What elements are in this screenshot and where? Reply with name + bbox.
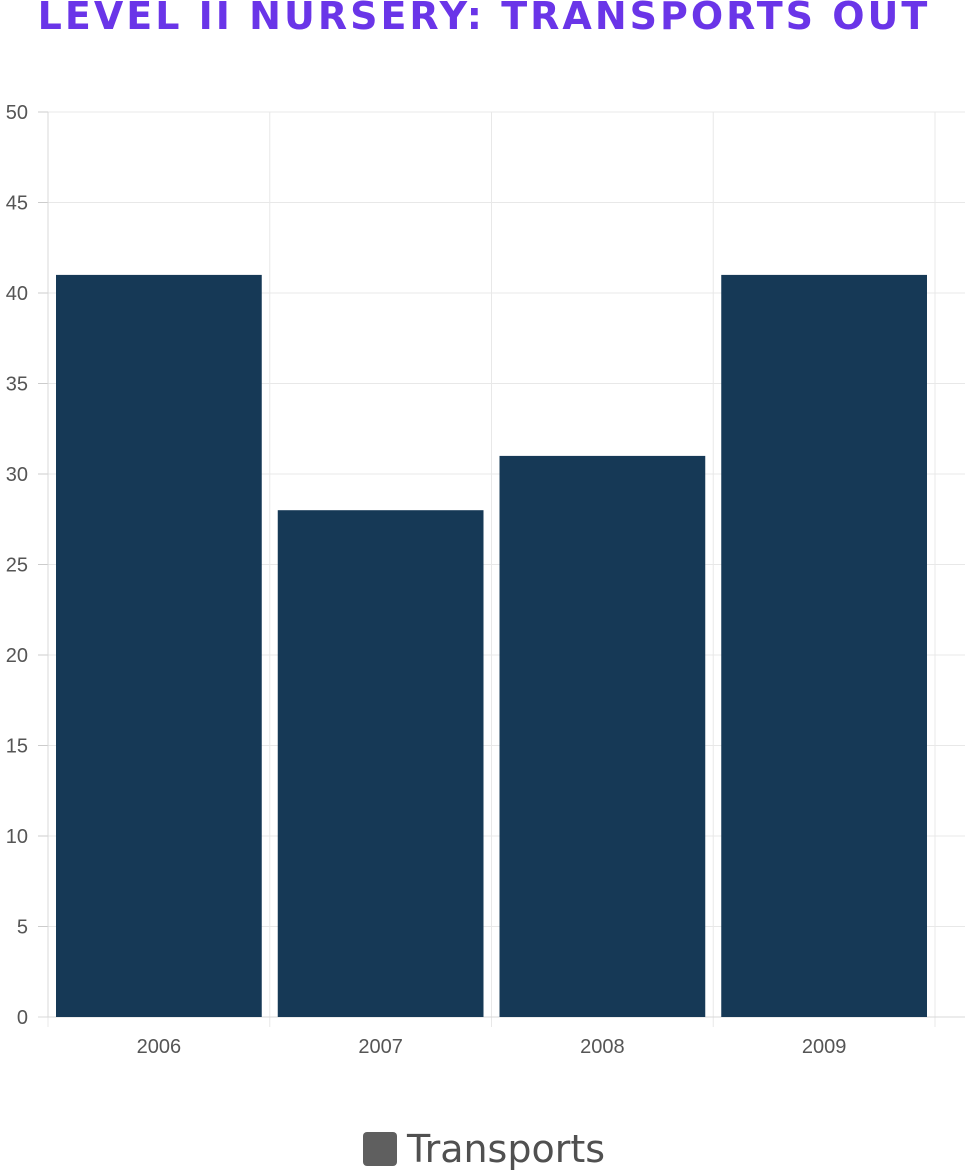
- bar-2007: [277, 510, 484, 1017]
- y-tick-label: 50: [6, 102, 28, 124]
- y-tick-label: 15: [6, 736, 28, 758]
- x-tick-label: 2007: [358, 1036, 403, 1058]
- y-tick-label: 30: [6, 464, 28, 486]
- y-tick-label: 5: [17, 917, 28, 939]
- bar-chart: 0 5 10 15 20 25 30 35 40 45 50 2006 2007 2008 2009: [6, 102, 965, 1058]
- legend-swatch: [362, 1132, 397, 1166]
- bar-2009: [721, 274, 927, 1017]
- chart-legend[interactable]: Transports: [0, 1124, 968, 1174]
- y-tick-label: 20: [6, 645, 28, 667]
- x-tick-label: 2009: [802, 1036, 847, 1058]
- y-tick-label: 35: [6, 374, 28, 396]
- bar-2008: [499, 455, 706, 1017]
- x-tick-label: 2006: [137, 1036, 182, 1058]
- y-tick-label: 40: [6, 283, 28, 305]
- y-tick-label: 10: [6, 826, 28, 848]
- y-tick-label: 45: [6, 193, 28, 215]
- x-tick-label: 2008: [580, 1036, 625, 1058]
- y-tick-label: 25: [6, 555, 28, 577]
- bar-2006: [56, 274, 262, 1017]
- chart-title: LEVEL II NURSERY: TRANSPORTS OUT: [37, 0, 931, 38]
- y-tick-label: 0: [17, 1007, 28, 1029]
- legend-label: Transports: [406, 1127, 606, 1171]
